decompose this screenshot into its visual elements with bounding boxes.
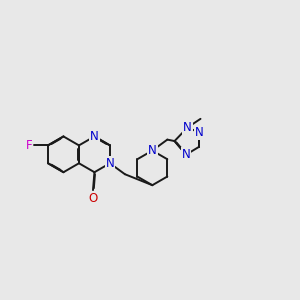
Text: N: N [148,144,157,157]
Text: N: N [182,148,190,161]
Text: N: N [90,130,99,143]
Text: F: F [26,139,32,152]
Text: N: N [183,121,192,134]
Text: N: N [195,126,203,139]
Text: N: N [106,157,114,170]
Text: O: O [88,192,98,205]
